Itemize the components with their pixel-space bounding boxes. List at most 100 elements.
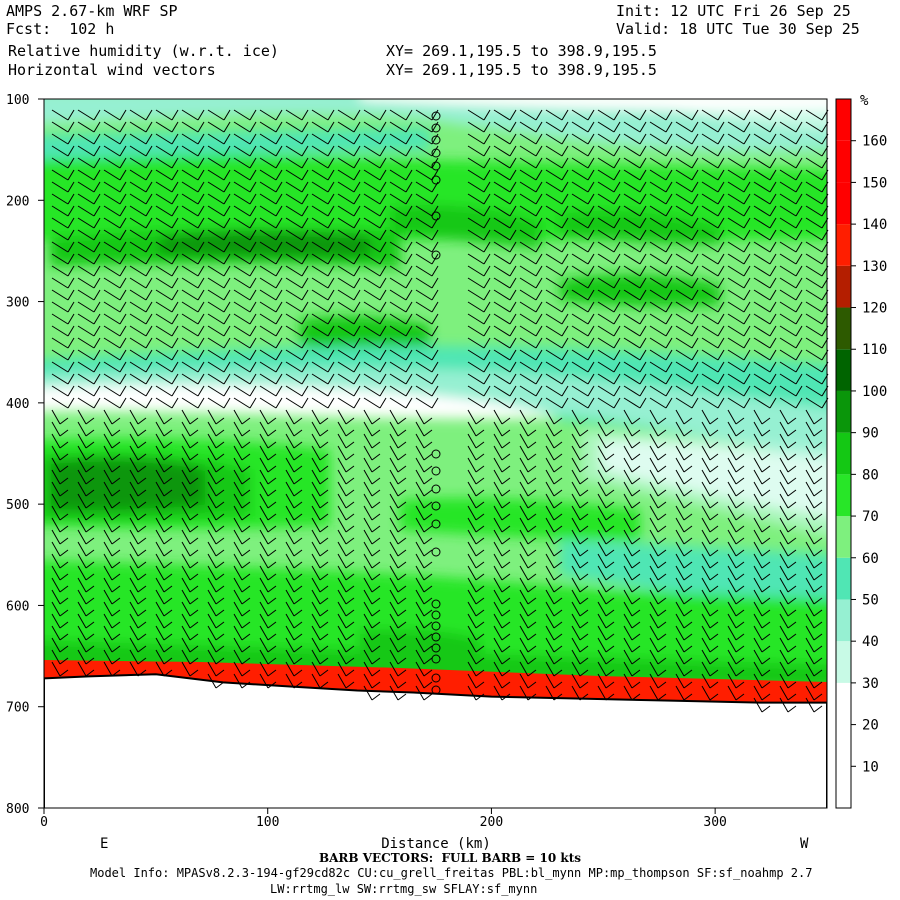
wind-barb [103, 445, 121, 461]
wind-barb [701, 109, 725, 121]
wind-barb [779, 505, 797, 521]
x-axis: 0 100 200 300 [40, 808, 727, 830]
wind-barb [545, 325, 569, 337]
wind-barb [701, 169, 725, 181]
wind-barb [103, 289, 127, 301]
wind-barb [701, 325, 725, 337]
wind-barb [727, 169, 751, 181]
wind-barb [389, 313, 413, 325]
wind-barb [467, 193, 491, 205]
wind-barb [337, 517, 355, 533]
wind-barb [649, 433, 667, 449]
wind-barb [701, 241, 725, 253]
wind-barb [467, 601, 485, 617]
wind-barb [467, 661, 485, 677]
wind-barb [493, 169, 517, 181]
wind-barb [363, 205, 387, 217]
wind-barb [675, 229, 699, 241]
wind-barb [363, 121, 387, 133]
humidity-field [44, 99, 827, 808]
wind-barb [415, 421, 433, 437]
wind-barb [493, 685, 511, 701]
wind-barb [363, 445, 381, 461]
wind-barb [519, 337, 543, 349]
wind-barb [545, 541, 563, 557]
wind-barb [701, 613, 719, 629]
wind-barb [779, 649, 797, 665]
wind-barb [129, 325, 153, 337]
wind-barb [649, 265, 673, 277]
wind-barb [701, 433, 719, 449]
wind-barb [779, 445, 797, 461]
wind-barb [259, 325, 283, 337]
wind-barb [779, 409, 797, 425]
wind-barb [727, 565, 745, 581]
wind-barb [337, 313, 361, 325]
wind-barb [753, 577, 771, 593]
wind-barb [467, 421, 485, 437]
wind-barb [753, 541, 771, 557]
wind-barb [181, 349, 205, 361]
wind-barb [311, 169, 335, 181]
wind-barb [675, 301, 699, 313]
wind-barb [415, 637, 433, 653]
wind-barb [467, 625, 485, 641]
wind-barb [779, 349, 803, 361]
wind-barb [77, 433, 95, 449]
wind-barb [129, 301, 153, 313]
wind-barb [779, 157, 803, 169]
wind-barb [675, 181, 699, 193]
wind-barb [363, 217, 387, 229]
wind-barb [77, 601, 95, 617]
wind-barb [727, 229, 751, 241]
wind-barb [493, 493, 511, 509]
wind-barb [363, 493, 381, 509]
wind-barb [285, 421, 303, 437]
wind-barb [727, 121, 751, 133]
wind-barb [753, 385, 777, 397]
wind-barb [207, 637, 225, 653]
wind-barb [337, 265, 361, 277]
wind-barb [233, 445, 251, 461]
wind-barb [259, 673, 277, 689]
forecast-hour: Fcst: 102 h [6, 20, 115, 38]
wind-barb [311, 661, 329, 677]
wind-barb [233, 673, 251, 689]
wind-barb [675, 157, 699, 169]
wind-barb [493, 133, 517, 145]
wind-barb [415, 409, 433, 425]
wind-barb [519, 457, 537, 473]
wind-barb [103, 481, 121, 497]
wind-barb [181, 301, 205, 313]
wind-barb [129, 421, 147, 437]
wind-barb [571, 217, 595, 229]
wind-barb [519, 253, 543, 265]
wind-barb [233, 361, 257, 373]
wind-barb [519, 649, 537, 665]
wind-barb [493, 313, 517, 325]
wind-barb [623, 397, 647, 409]
wind-barb [727, 325, 751, 337]
wind-barb [285, 241, 309, 253]
wind-barb [415, 553, 433, 569]
wind-barb [467, 289, 491, 301]
wind-barb [207, 205, 231, 217]
wind-barb [207, 121, 231, 133]
wind-barb [597, 373, 621, 385]
wind-barb [77, 217, 101, 229]
wind-barb [51, 625, 69, 641]
wind-barb [181, 457, 199, 473]
wind-barb [467, 229, 491, 241]
wind-barb [675, 469, 693, 485]
wind-barb [571, 397, 595, 409]
wind-barb [77, 409, 95, 425]
wind-barb [207, 181, 231, 193]
wind-barb [77, 181, 101, 193]
wind-barb [129, 577, 147, 593]
wind-barb [519, 601, 537, 617]
wind-barb [545, 121, 569, 133]
wind-barb [415, 265, 439, 277]
wind-barb [519, 493, 537, 509]
wind-barb [51, 649, 69, 665]
wind-barb [103, 361, 127, 373]
